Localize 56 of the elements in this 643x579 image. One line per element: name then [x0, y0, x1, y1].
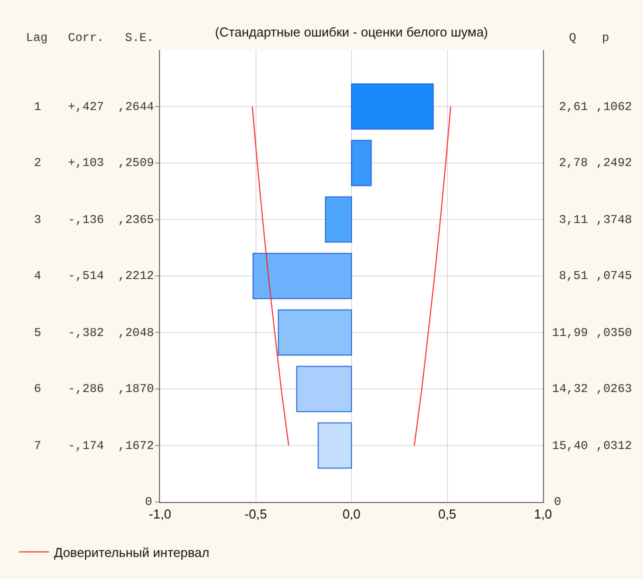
text: ,2048 — [118, 326, 154, 340]
text: ,2365 — [118, 213, 154, 227]
x-tick-label: -1,0 — [148, 506, 172, 522]
x-tick-label: 0,0 — [342, 506, 361, 522]
text: ,0745 — [596, 269, 632, 283]
text: 15,40 — [552, 439, 588, 453]
text: +,103 — [68, 156, 104, 170]
bar — [351, 140, 372, 186]
text: 3 — [34, 213, 42, 227]
text: 2,78 — [559, 156, 588, 170]
text: -,514 — [68, 269, 104, 283]
x-tick-label: 1,0 — [534, 506, 552, 522]
text: +,427 — [68, 100, 104, 114]
text: 0 — [554, 495, 562, 509]
bar — [318, 422, 352, 469]
text: 8,51 — [559, 269, 588, 283]
text: 14,32 — [552, 382, 588, 396]
text: 2,61 — [559, 100, 588, 114]
text: ,0312 — [596, 439, 632, 453]
text: 4 — [34, 269, 42, 283]
chart-title: (Стандартные ошибки - оценки белого шума) — [214, 24, 488, 40]
text: ,1672 — [118, 439, 154, 453]
text: -,286 — [68, 382, 104, 396]
text: 0 — [145, 495, 152, 509]
text: -,174 — [68, 439, 104, 453]
text: ,0263 — [596, 382, 632, 396]
x-tick-label: -0,5 — [244, 506, 267, 522]
text: 6 — [34, 382, 42, 396]
text: Corr. — [68, 31, 104, 45]
legend-label: Доверительный интервал — [54, 544, 210, 560]
text: ,2644 — [118, 100, 154, 114]
text: ,2212 — [118, 269, 154, 283]
bar — [278, 309, 352, 356]
text: 11,99 — [552, 326, 588, 340]
text: ,2492 — [596, 156, 632, 170]
text: 1 — [34, 100, 42, 114]
bar — [324, 196, 352, 243]
text: ,0350 — [596, 326, 632, 340]
x-tick-label: 0,5 — [438, 506, 456, 522]
text: ,2509 — [118, 156, 154, 170]
text: ,3748 — [596, 213, 632, 227]
text: Q — [569, 31, 576, 45]
text: ,1062 — [596, 100, 632, 114]
text: 7 — [34, 439, 42, 453]
text: 5 — [34, 326, 42, 340]
text: 2 — [34, 156, 42, 170]
bar — [252, 252, 352, 300]
bar — [296, 366, 352, 412]
text: p — [602, 31, 610, 45]
text: Lag — [26, 31, 48, 45]
text: -,136 — [68, 213, 104, 227]
text: -,382 — [68, 326, 104, 340]
text: ,1870 — [118, 382, 154, 396]
text: 3,11 — [559, 213, 588, 227]
text: S.E. — [125, 31, 154, 45]
bar — [351, 83, 434, 130]
